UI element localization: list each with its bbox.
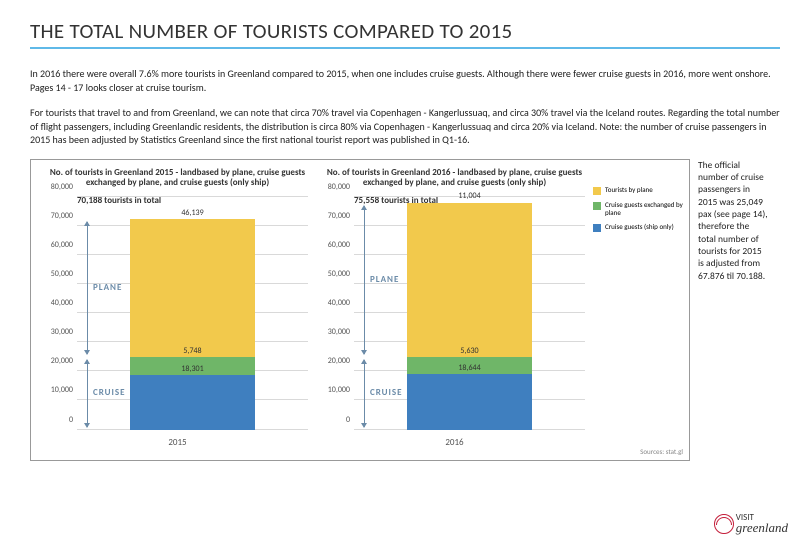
swatch-exchange	[593, 202, 601, 210]
cruise-region-label: CRUISE	[93, 387, 126, 398]
swatch-plane	[593, 187, 601, 195]
bar-seg-ship	[407, 374, 532, 430]
x-label-2015: 2015	[39, 437, 316, 448]
bar-stack	[407, 203, 532, 430]
source-text: Sources: stat.gl	[640, 447, 683, 456]
bar-seg-ship	[130, 375, 255, 430]
logo-icon	[714, 514, 734, 534]
legend-item-ship: Cruise guests (ship only)	[593, 223, 685, 232]
title-underline	[30, 47, 780, 49]
seg-label-exchange: 5,630	[460, 346, 478, 356]
chart-2015-title: No. of tourists in Greenland 2015 - land…	[39, 168, 316, 190]
seg-label-ship: 18,644	[458, 363, 480, 373]
legend: Tourists by plane Cruise guests exchange…	[593, 168, 685, 456]
swatch-ship	[593, 224, 601, 232]
legend-item-plane: Tourists by plane	[593, 186, 685, 195]
cruise-range-arrow	[87, 360, 88, 426]
paragraph-1: In 2016 there were overall 7.6% more tou…	[30, 67, 780, 94]
chart-container: No. of tourists in Greenland 2015 - land…	[30, 159, 690, 461]
seg-label-plane: 46,139	[181, 208, 203, 218]
top-value-label: 11,004	[458, 191, 480, 201]
legend-label-exchange: Cruise guests exchanged by plane	[605, 201, 685, 218]
y-tick-label: 10,000	[39, 385, 73, 395]
y-tick-label: 30,000	[316, 327, 350, 337]
y-tick-label: 70,000	[39, 211, 73, 221]
bar-seg-plane	[130, 219, 255, 357]
y-tick-label: 40,000	[316, 298, 350, 308]
y-tick-label: 60,000	[39, 240, 73, 250]
legend-label-plane: Tourists by plane	[605, 186, 653, 194]
y-tick-label: 0	[316, 415, 350, 425]
y-tick-label: 10,000	[316, 385, 350, 395]
y-tick-label: 50,000	[39, 269, 73, 279]
bar-seg-plane	[407, 203, 532, 357]
seg-label-exchange: 5,748	[183, 346, 201, 356]
side-note: The official number of cruise passengers…	[698, 159, 768, 461]
plane-range-arrow	[364, 206, 365, 354]
logo: VISIT greenland	[714, 514, 788, 534]
y-tick-label: 70,000	[316, 211, 350, 221]
cruise-range-arrow	[364, 360, 365, 427]
y-tick-label: 50,000	[316, 269, 350, 279]
y-tick-label: 20,000	[316, 356, 350, 366]
y-tick-label: 40,000	[39, 298, 73, 308]
plane-region-label: PLANE	[370, 274, 399, 285]
chart-2015: No. of tourists in Greenland 2015 - land…	[39, 168, 316, 456]
y-tick-label: 0	[39, 415, 73, 425]
x-label-2016: 2016	[316, 437, 593, 448]
y-tick-label: 20,000	[39, 356, 73, 366]
logo-text: VISIT greenland	[736, 514, 788, 534]
y-tick-label: 80,000	[39, 182, 73, 192]
legend-label-ship: Cruise guests (ship only)	[605, 223, 674, 231]
chart-2016-title: No. of tourists in Greenland 2016 - land…	[316, 168, 593, 190]
page-title: THE TOTAL NUMBER OF TOURISTS COMPARED TO…	[30, 18, 780, 44]
plane-region-label: PLANE	[93, 282, 122, 293]
legend-item-exchange: Cruise guests exchanged by plane	[593, 201, 685, 218]
paragraph-2: For tourists that travel to and from Gre…	[30, 106, 780, 147]
seg-label-ship: 18,301	[181, 364, 203, 374]
cruise-region-label: CRUISE	[370, 387, 403, 398]
y-tick-label: 30,000	[39, 327, 73, 337]
plane-range-arrow	[87, 222, 88, 354]
y-tick-label: 60,000	[316, 240, 350, 250]
bar-stack	[130, 219, 255, 430]
y-tick-label: 80,000	[316, 182, 350, 192]
chart-2016: No. of tourists in Greenland 2016 - land…	[316, 168, 593, 456]
